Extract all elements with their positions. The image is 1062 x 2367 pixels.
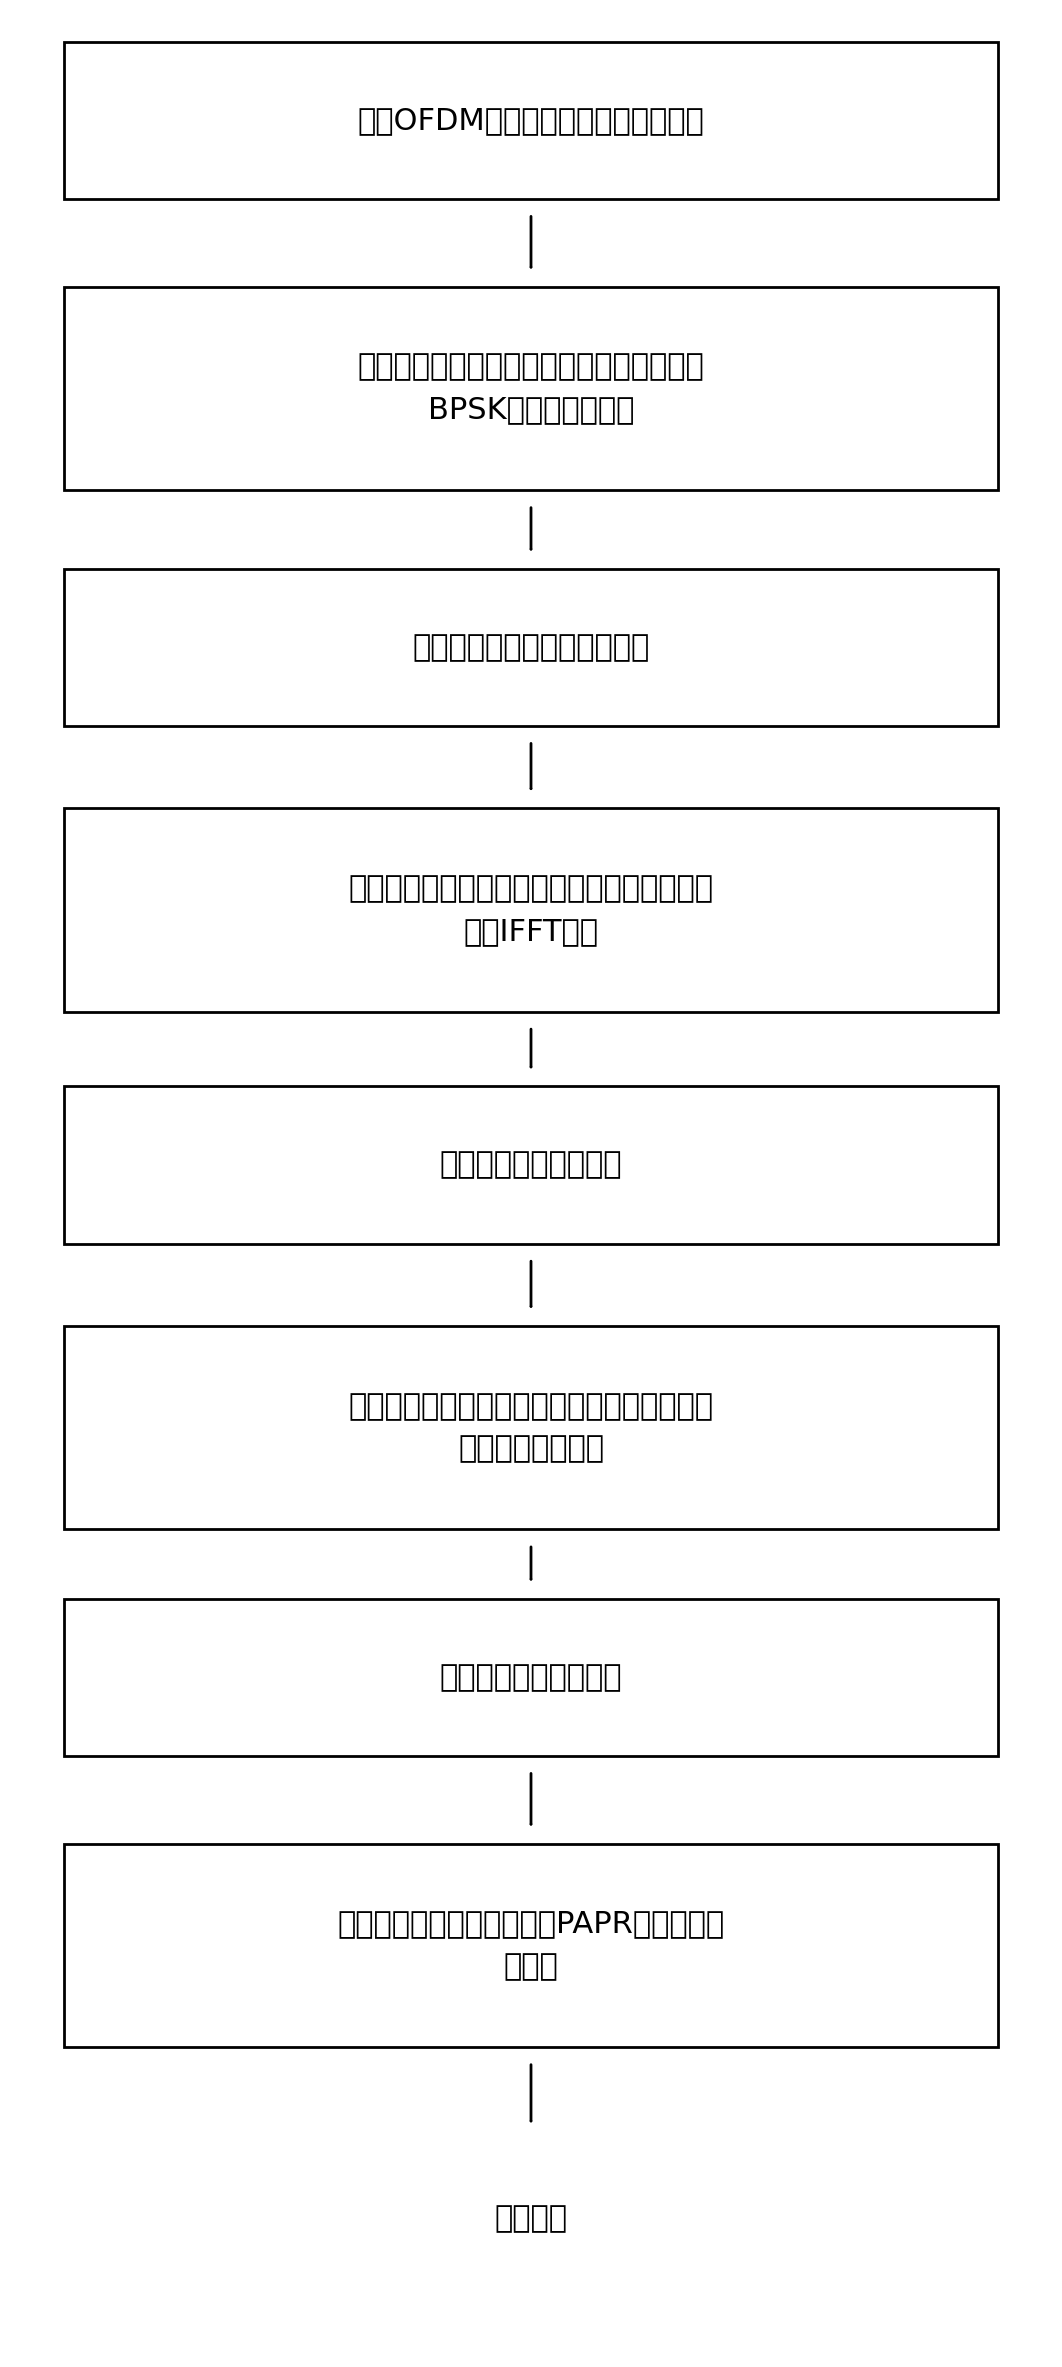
Text: 将分块后的各个子块进行块交织处理，并分别
进行IFFT变换: 将分块后的各个子块进行块交织处理，并分别 进行IFFT变换 (348, 873, 714, 947)
Text: 产生二进制序列，并对其分别用两种不同的
BPSK星座图进行映射: 产生二进制序列，并对其分别用两种不同的 BPSK星座图进行映射 (358, 353, 704, 424)
Text: 对映射后的序列进行分块处理: 对映射后的序列进行分块处理 (412, 632, 650, 663)
Bar (64, 286, 998, 490)
Bar (64, 1598, 998, 1756)
Bar (64, 807, 998, 1011)
Text: 信号输出: 信号输出 (495, 2204, 567, 2234)
Text: 获得第一部分候选信号: 获得第一部分候选信号 (440, 1150, 622, 1179)
Bar (64, 568, 998, 727)
Bar (64, 1326, 998, 1529)
Text: 确定OFDM系统和优化方法的相关参数: 确定OFDM系统和优化方法的相关参数 (358, 107, 704, 135)
Bar (64, 1844, 998, 2047)
Bar (64, 43, 998, 199)
Bar (64, 1086, 998, 1243)
Text: 获得第二部分候选信号: 获得第二部分候选信号 (440, 1662, 622, 1692)
Text: 将第一部分候选信号送入候选信号处理模块，
生成新的候选信号: 将第一部分候选信号送入候选信号处理模块， 生成新的候选信号 (348, 1392, 714, 1463)
Text: 从全部的候选信号中，选择PAPR值最小的候
选信号: 从全部的候选信号中，选择PAPR值最小的候 选信号 (338, 1910, 724, 1981)
